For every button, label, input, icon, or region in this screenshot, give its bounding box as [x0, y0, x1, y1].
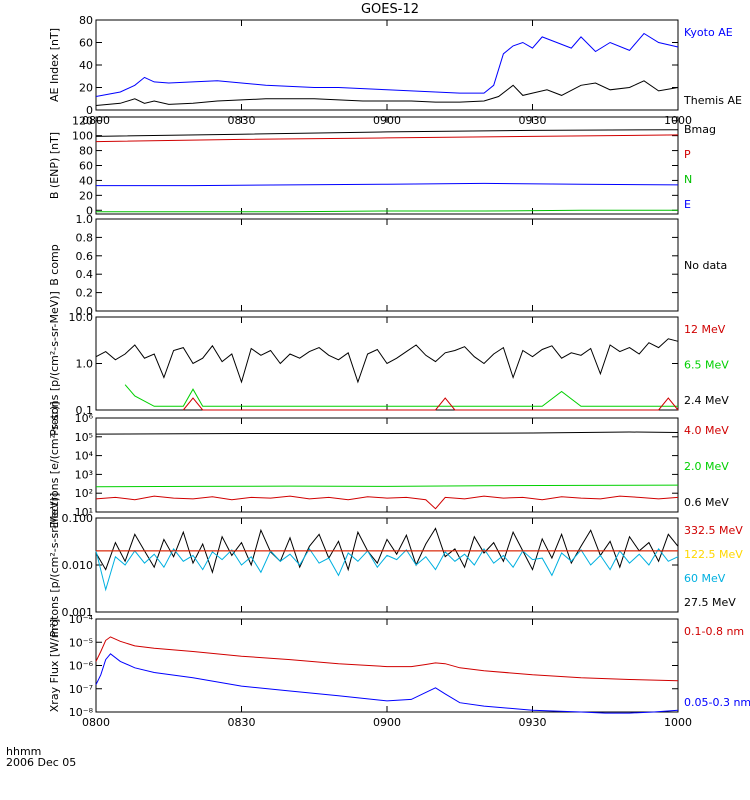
ytick-label: 0.1	[76, 404, 94, 417]
series-line-kyoto-ae	[95, 32, 679, 97]
ytick-label: 10⁻⁷	[69, 683, 93, 696]
plot-frame	[95, 618, 679, 713]
ytick-label: 10⁻⁶	[69, 660, 94, 673]
legend-entry: No data	[684, 259, 727, 272]
ytick-label: 1.0	[76, 213, 94, 226]
ytick-label: 80	[79, 14, 93, 27]
ytick-label: 80	[79, 145, 93, 158]
legend-entry: Bmag	[684, 123, 716, 136]
y-axis-label: AE Index [nT]	[48, 28, 61, 102]
legend-entry: E	[684, 198, 691, 211]
series-line-6-5-mev	[124, 384, 678, 407]
panels: 02040608008000830090009301000AE Index [n…	[48, 14, 750, 729]
ytick-label: 20	[79, 82, 93, 95]
xtick-label: 0930	[519, 716, 547, 729]
series-line-12-mev	[182, 397, 679, 411]
panel-bcomp: 0.0 0.2 0.4 0.6 0.8 1.0 B comp No data	[48, 213, 727, 318]
ytick-label: 0.100	[62, 512, 94, 525]
ytick-label: 10²	[75, 487, 93, 500]
chart-title: GOES-12	[361, 2, 419, 17]
legend-entry: 60 MeV	[684, 572, 726, 585]
series-line-0-6-mev	[95, 431, 679, 435]
y-axis-label: Electrons [e/(cm²-s-sr)]	[48, 401, 61, 528]
series-line-p	[95, 134, 679, 143]
ytick-label: 0.8	[76, 231, 94, 244]
panel-xray: 10⁻⁸ 10⁻⁷ 10⁻⁶ 10⁻⁵ 10⁻⁴ 0800 0830 0900 0930 1000…	[48, 613, 750, 729]
series-line-4-0-mev	[95, 495, 679, 510]
legend-entry: P	[684, 148, 691, 161]
series-line-0-1-0-8-nm	[95, 636, 679, 682]
ytick-label: 10³	[75, 468, 93, 481]
time-axis-label: hhmm	[6, 745, 41, 758]
ytick-label: 0.010	[62, 559, 94, 572]
series-line-bmag	[95, 129, 679, 137]
ytick-label: 0	[86, 104, 93, 117]
ytick-label: 10.0	[69, 311, 94, 324]
ytick-label: 20	[79, 189, 93, 202]
y-axis-label: Xray Flux [W/m²]	[48, 619, 61, 712]
ytick-label: 10⁴	[75, 450, 94, 463]
ytick-label: 100	[72, 130, 93, 143]
xtick-label: 1000	[664, 716, 692, 729]
legend-entry: 4.0 MeV	[684, 424, 729, 437]
ytick-label: 10⁻⁸	[69, 706, 94, 719]
ytick-label: 0.2	[76, 287, 94, 300]
ytick-label: 60	[79, 160, 93, 173]
ytick-label: 10⁻⁴	[69, 613, 94, 626]
ytick-label: 40	[79, 174, 93, 187]
ytick-label: 60	[79, 37, 93, 50]
legend-entry: N	[684, 173, 692, 186]
xtick-label: 0900	[373, 716, 401, 729]
panel-protons: 0.1 1.0 10.0 Protons [p/(cm²-s-sr-MeV)] 12 M…	[48, 291, 729, 436]
legend-entry: 27.5 MeV	[684, 596, 736, 609]
legend-entry: Themis AE	[683, 94, 742, 107]
y-axis-label: Protons [p/(cm²-s-sr-MeV)]	[48, 291, 61, 436]
series-line-27-5-mev	[95, 527, 679, 575]
legend-entry: 0.1-0.8 nm	[684, 625, 744, 638]
ytick-label: 1.0	[76, 358, 94, 371]
plot-frame	[95, 19, 679, 111]
legend-entry: 0.05-0.3 nm	[684, 696, 750, 709]
panel-ae: 02040608008000830090009301000AE Index [n…	[48, 14, 742, 127]
y-axis-label: B (ENP) [nT]	[48, 132, 61, 199]
ytick-label: 120	[72, 115, 93, 128]
series-line-2-0-mev	[95, 484, 679, 488]
panel-electrons: 10¹ 10² 10³ 10⁴ 10⁵ 10⁶ Electrons [e/(cm²-s-sr…	[48, 401, 729, 528]
series-line-e	[96, 182, 679, 187]
date-label: 2006 Dec 05	[6, 756, 76, 769]
legend-entry: 12 MeV	[684, 323, 726, 336]
ytick-label: 10¹	[75, 506, 93, 519]
xtick-label: 0800	[82, 716, 110, 729]
legend-entry: 122.5 MeV	[684, 548, 743, 561]
legend-entry: 2.4 MeV	[684, 394, 729, 407]
series-line-60-mev	[95, 547, 679, 592]
legend-entry: 6.5 MeV	[684, 359, 729, 372]
series-line-n	[96, 209, 678, 213]
series-line-themis-ae	[95, 80, 679, 106]
legend-entry: Kyoto AE	[684, 26, 733, 39]
y-axis-label: Protons [p/(cm²-s-sr-MeV)]	[48, 493, 61, 638]
y-axis-label: B comp	[48, 244, 61, 286]
ytick-label: 0	[86, 204, 93, 217]
ytick-label: 0.001	[62, 606, 94, 619]
plot-frame	[95, 218, 679, 312]
ytick-label: 0.0	[76, 305, 94, 318]
ytick-label: 40	[79, 59, 93, 72]
ytick-label: 10⁵	[75, 431, 93, 444]
ytick-label: 0.6	[76, 250, 94, 263]
ytick-label: 10⁶	[75, 412, 94, 425]
ytick-label: 10⁻⁵	[69, 636, 93, 649]
ytick-label: 0.4	[76, 268, 94, 281]
xtick-label: 0830	[228, 716, 256, 729]
series-line-0-05-0-3-nm	[95, 653, 679, 714]
legend-entry: 0.6 MeV	[684, 496, 729, 509]
legend-entry: 2.0 MeV	[684, 460, 729, 473]
series-line-2-4-mev	[95, 338, 679, 384]
legend-entry: 332.5 MeV	[684, 524, 743, 537]
